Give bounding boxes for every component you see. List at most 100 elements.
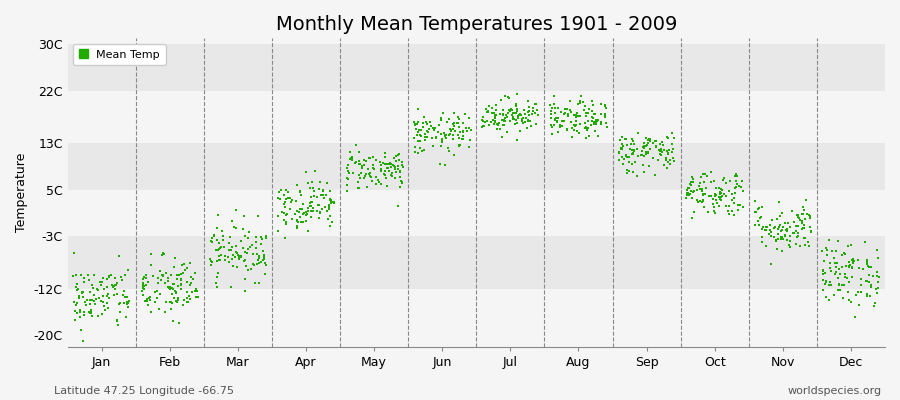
Point: [763, 232, 778, 239]
Point: [573, 113, 588, 119]
Point: [653, 152, 668, 158]
Point: [212, 245, 227, 252]
Point: [652, 141, 667, 147]
Point: [731, 202, 745, 208]
Point: [704, 179, 718, 185]
Point: [252, 260, 266, 266]
Point: [692, 180, 706, 187]
Point: [248, 280, 262, 286]
Point: [790, 234, 805, 240]
Point: [450, 120, 464, 126]
Point: [463, 114, 477, 121]
Point: [310, 202, 325, 208]
Point: [511, 111, 526, 118]
Point: [254, 240, 268, 247]
Point: [184, 280, 199, 286]
Point: [641, 140, 655, 146]
Point: [322, 202, 337, 208]
Point: [220, 254, 235, 260]
Point: [776, 224, 790, 230]
Point: [388, 175, 402, 181]
Point: [74, 272, 88, 278]
Point: [773, 222, 788, 228]
Point: [724, 196, 739, 203]
Point: [514, 112, 528, 118]
Point: [100, 275, 114, 282]
Point: [861, 264, 876, 270]
Point: [587, 118, 601, 125]
Point: [308, 167, 322, 174]
Point: [579, 113, 593, 119]
Point: [544, 124, 559, 130]
Point: [165, 284, 179, 291]
Point: [385, 173, 400, 179]
Point: [68, 250, 82, 256]
Point: [627, 141, 642, 147]
Point: [320, 216, 335, 222]
Point: [75, 290, 89, 296]
Point: [170, 299, 184, 305]
Point: [155, 252, 169, 258]
Point: [548, 117, 562, 123]
Point: [796, 211, 810, 217]
Point: [226, 252, 240, 259]
Point: [759, 242, 773, 249]
Point: [545, 105, 560, 112]
Point: [779, 226, 794, 233]
Point: [729, 184, 743, 191]
Point: [626, 147, 641, 153]
Point: [179, 289, 194, 295]
Point: [630, 172, 644, 179]
Point: [435, 136, 449, 142]
Point: [164, 272, 178, 278]
Point: [73, 308, 87, 315]
Point: [85, 282, 99, 289]
Point: [544, 122, 558, 128]
Point: [868, 300, 882, 306]
Point: [174, 280, 188, 287]
Point: [442, 148, 456, 154]
Point: [210, 258, 224, 265]
Point: [726, 195, 741, 202]
Point: [384, 164, 399, 170]
Point: [204, 258, 219, 264]
Point: [555, 123, 570, 129]
Point: [256, 252, 271, 258]
Point: [476, 114, 491, 121]
Point: [95, 310, 110, 317]
Point: [296, 218, 310, 225]
Point: [225, 256, 239, 262]
Point: [796, 225, 810, 232]
Point: [158, 309, 172, 316]
Point: [238, 276, 252, 282]
Point: [413, 138, 428, 144]
Point: [531, 112, 545, 118]
Point: [256, 257, 270, 263]
Point: [85, 297, 99, 303]
Point: [171, 283, 185, 290]
Point: [544, 102, 558, 108]
Point: [763, 221, 778, 228]
Point: [665, 140, 680, 147]
Point: [321, 203, 336, 209]
Point: [314, 192, 328, 198]
Point: [257, 260, 272, 266]
Point: [290, 208, 304, 214]
Point: [527, 101, 542, 108]
Point: [144, 251, 158, 257]
Point: [767, 224, 781, 231]
Point: [598, 103, 612, 109]
Point: [432, 161, 446, 168]
Point: [827, 255, 842, 262]
Point: [251, 257, 266, 263]
Point: [661, 149, 675, 156]
Point: [840, 275, 854, 282]
Point: [626, 136, 640, 142]
Point: [395, 158, 410, 165]
Point: [290, 225, 304, 231]
Point: [562, 107, 577, 114]
Point: [378, 150, 392, 156]
Point: [446, 136, 461, 142]
Point: [182, 293, 196, 300]
Point: [615, 146, 629, 152]
